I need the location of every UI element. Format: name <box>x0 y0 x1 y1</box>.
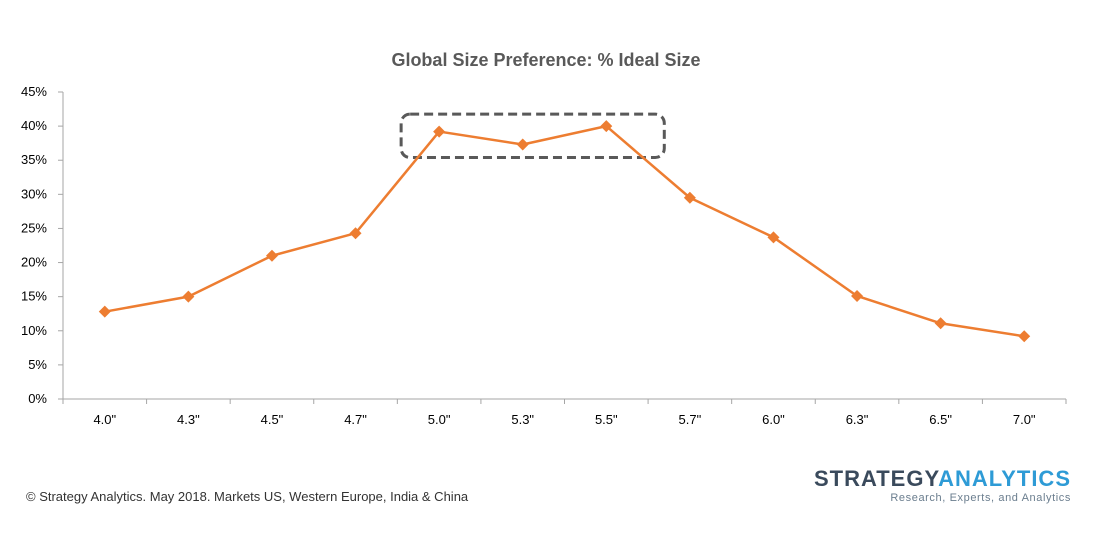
x-tick-label: 7.0" <box>1013 412 1036 427</box>
data-point-marker <box>1018 330 1031 343</box>
x-tick-label: 6.3" <box>846 412 869 427</box>
brand-logo: STRATEGYANALYTICS Research, Experts, and… <box>814 467 1071 505</box>
x-tick-label: 6.5" <box>929 412 952 427</box>
brand-name: STRATEGYANALYTICS <box>814 467 1071 491</box>
highlight-box-group <box>399 112 666 160</box>
data-point-marker <box>683 191 696 204</box>
y-tick-label: 5% <box>28 357 47 372</box>
x-tick-label: 5.0" <box>428 412 451 427</box>
y-tick-label: 25% <box>21 220 47 235</box>
y-tick-label: 40% <box>21 118 47 133</box>
x-tick-label: 4.3" <box>177 412 200 427</box>
x-tick-label: 4.5" <box>261 412 284 427</box>
y-tick-label: 0% <box>28 391 47 406</box>
data-point-marker <box>349 227 362 240</box>
data-point-marker <box>433 125 446 138</box>
x-tick-label: 4.0" <box>93 412 116 427</box>
x-tick-label: 5.7" <box>679 412 702 427</box>
y-tick-label: 10% <box>21 323 47 338</box>
y-tick-label: 45% <box>21 84 47 99</box>
x-tick-label: 5.5" <box>595 412 618 427</box>
x-tick-label: 4.7" <box>344 412 367 427</box>
highlight-box <box>399 112 666 160</box>
data-point-marker <box>265 249 278 262</box>
chart-title: Global Size Preference: % Ideal Size <box>391 50 700 70</box>
data-point-marker <box>767 231 780 244</box>
brand-name-part1: STRATEGY <box>813 466 939 491</box>
x-tick-label: 6.0" <box>762 412 785 427</box>
data-point-marker <box>98 305 111 318</box>
y-tick-label: 20% <box>21 255 47 270</box>
data-point-marker <box>516 138 529 151</box>
brand-tagline: Research, Experts, and Analytics <box>890 492 1071 504</box>
y-tick-label: 15% <box>21 289 47 304</box>
series-group <box>98 120 1031 343</box>
data-point-marker <box>182 290 195 303</box>
source-note: © Strategy Analytics. May 2018. Markets … <box>26 489 469 504</box>
series-line <box>104 124 1025 338</box>
chart-axes: 0% 5% 10% 15% 20% 25% 30% 35% 40% 45% 4.0" 4.3" 4.5"… <box>21 84 1067 427</box>
x-tick-label: 5.3" <box>511 412 534 427</box>
brand-name-part2: ANALYTICS <box>938 466 1071 491</box>
y-tick-label: 30% <box>21 186 47 201</box>
data-point-marker <box>851 289 864 302</box>
data-point-marker <box>600 120 613 133</box>
y-tick-label: 35% <box>21 152 47 167</box>
data-point-marker <box>934 317 947 330</box>
